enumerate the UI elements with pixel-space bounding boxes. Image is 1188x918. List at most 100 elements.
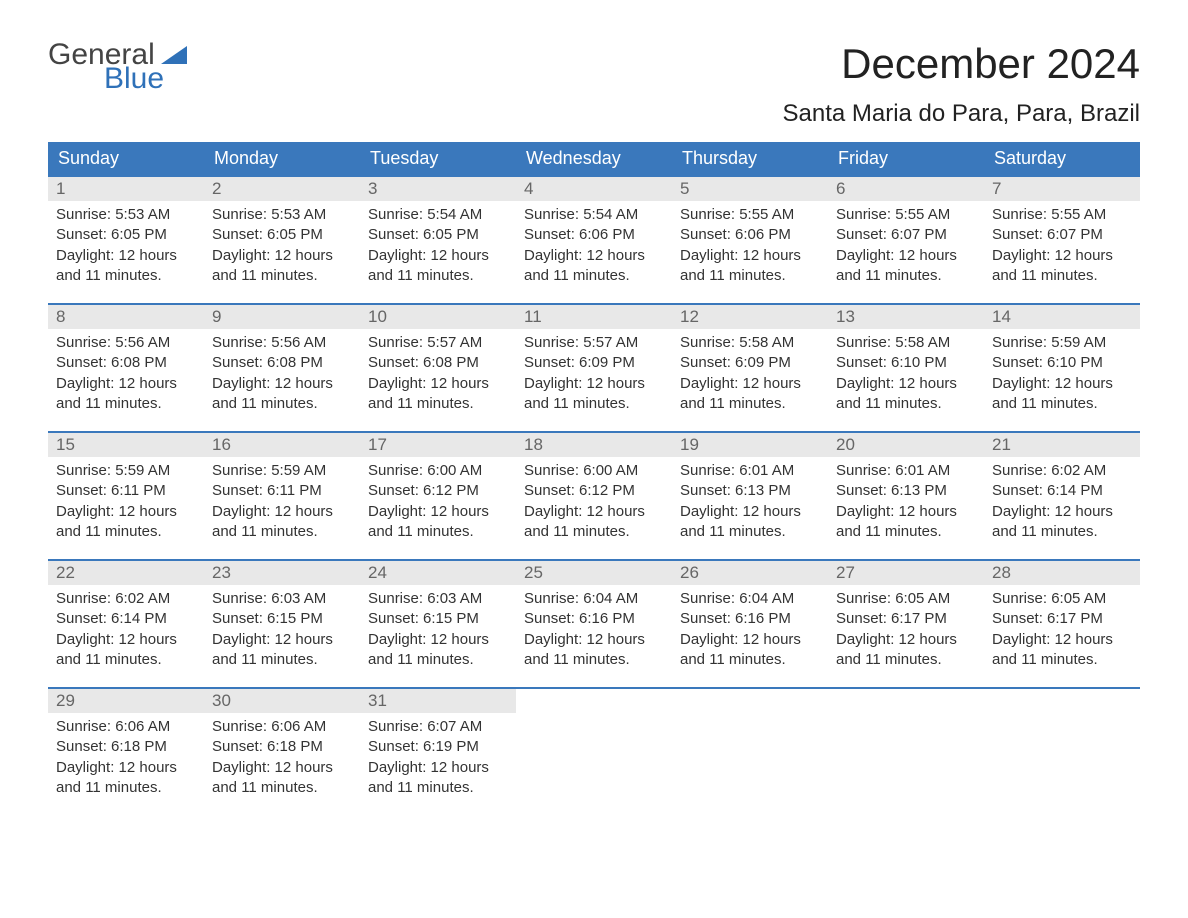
sunset-line: Sunset: 6:05 PM: [368, 225, 508, 245]
daylight-line: Daylight: 12 hours and 11 minutes.: [680, 502, 820, 543]
sunrise-line: Sunrise: 6:03 AM: [212, 589, 352, 609]
calendar-day-cell: 31Sunrise: 6:07 AMSunset: 6:19 PMDayligh…: [360, 688, 516, 816]
calendar-day-cell: 27Sunrise: 6:05 AMSunset: 6:17 PMDayligh…: [828, 560, 984, 688]
sunrise-line: Sunrise: 5:57 AM: [524, 333, 664, 353]
calendar-week-row: 8Sunrise: 5:56 AMSunset: 6:08 PMDaylight…: [48, 304, 1140, 432]
daylight-line: Daylight: 12 hours and 11 minutes.: [680, 630, 820, 671]
day-details: Sunrise: 6:03 AMSunset: 6:15 PMDaylight:…: [204, 585, 360, 684]
calendar-day-cell: 8Sunrise: 5:56 AMSunset: 6:08 PMDaylight…: [48, 304, 204, 432]
calendar-day-cell: 9Sunrise: 5:56 AMSunset: 6:08 PMDaylight…: [204, 304, 360, 432]
daylight-line: Daylight: 12 hours and 11 minutes.: [56, 758, 196, 799]
day-number: 18: [516, 433, 672, 457]
sunrise-line: Sunrise: 5:58 AM: [836, 333, 976, 353]
calendar-week-row: 22Sunrise: 6:02 AMSunset: 6:14 PMDayligh…: [48, 560, 1140, 688]
calendar-day-cell: 28Sunrise: 6:05 AMSunset: 6:17 PMDayligh…: [984, 560, 1140, 688]
sunset-line: Sunset: 6:17 PM: [836, 609, 976, 629]
weekday-header: Thursday: [672, 142, 828, 176]
sunrise-line: Sunrise: 6:02 AM: [56, 589, 196, 609]
daylight-line: Daylight: 12 hours and 11 minutes.: [524, 374, 664, 415]
calendar-day-cell: 14Sunrise: 5:59 AMSunset: 6:10 PMDayligh…: [984, 304, 1140, 432]
daylight-line: Daylight: 12 hours and 11 minutes.: [368, 502, 508, 543]
day-number: 26: [672, 561, 828, 585]
sunset-line: Sunset: 6:13 PM: [680, 481, 820, 501]
day-details: Sunrise: 6:04 AMSunset: 6:16 PMDaylight:…: [672, 585, 828, 684]
calendar-day-cell: 29Sunrise: 6:06 AMSunset: 6:18 PMDayligh…: [48, 688, 204, 816]
sunset-line: Sunset: 6:19 PM: [368, 737, 508, 757]
weekday-header: Monday: [204, 142, 360, 176]
day-number: 7: [984, 177, 1140, 201]
sunset-line: Sunset: 6:10 PM: [992, 353, 1132, 373]
day-details: Sunrise: 6:02 AMSunset: 6:14 PMDaylight:…: [984, 457, 1140, 556]
sunset-line: Sunset: 6:07 PM: [992, 225, 1132, 245]
day-details: Sunrise: 5:56 AMSunset: 6:08 PMDaylight:…: [204, 329, 360, 428]
sunrise-line: Sunrise: 5:57 AM: [368, 333, 508, 353]
sunset-line: Sunset: 6:08 PM: [212, 353, 352, 373]
day-number: 2: [204, 177, 360, 201]
daylight-line: Daylight: 12 hours and 11 minutes.: [680, 374, 820, 415]
daylight-line: Daylight: 12 hours and 11 minutes.: [524, 246, 664, 287]
day-details: Sunrise: 5:53 AMSunset: 6:05 PMDaylight:…: [48, 201, 204, 300]
day-details: Sunrise: 5:56 AMSunset: 6:08 PMDaylight:…: [48, 329, 204, 428]
calendar-week-row: 15Sunrise: 5:59 AMSunset: 6:11 PMDayligh…: [48, 432, 1140, 560]
sunset-line: Sunset: 6:13 PM: [836, 481, 976, 501]
sunrise-line: Sunrise: 5:55 AM: [992, 205, 1132, 225]
calendar-day-cell: 19Sunrise: 6:01 AMSunset: 6:13 PMDayligh…: [672, 432, 828, 560]
sunrise-line: Sunrise: 6:04 AM: [680, 589, 820, 609]
day-number: 8: [48, 305, 204, 329]
sunset-line: Sunset: 6:17 PM: [992, 609, 1132, 629]
page-title: December 2024: [841, 40, 1140, 88]
sunrise-line: Sunrise: 6:06 AM: [56, 717, 196, 737]
day-number: 25: [516, 561, 672, 585]
day-number: 19: [672, 433, 828, 457]
daylight-line: Daylight: 12 hours and 11 minutes.: [212, 374, 352, 415]
daylight-line: Daylight: 12 hours and 11 minutes.: [56, 630, 196, 671]
day-number: 16: [204, 433, 360, 457]
day-details: Sunrise: 5:55 AMSunset: 6:06 PMDaylight:…: [672, 201, 828, 300]
calendar-day-cell: 12Sunrise: 5:58 AMSunset: 6:09 PMDayligh…: [672, 304, 828, 432]
calendar-week-row: 1Sunrise: 5:53 AMSunset: 6:05 PMDaylight…: [48, 176, 1140, 304]
sunset-line: Sunset: 6:09 PM: [680, 353, 820, 373]
day-number: 17: [360, 433, 516, 457]
sunrise-line: Sunrise: 6:01 AM: [836, 461, 976, 481]
daylight-line: Daylight: 12 hours and 11 minutes.: [56, 246, 196, 287]
calendar-day-cell: 4Sunrise: 5:54 AMSunset: 6:06 PMDaylight…: [516, 176, 672, 304]
day-number: 30: [204, 689, 360, 713]
calendar-day-cell: 23Sunrise: 6:03 AMSunset: 6:15 PMDayligh…: [204, 560, 360, 688]
day-number: 5: [672, 177, 828, 201]
day-number: 12: [672, 305, 828, 329]
sunrise-line: Sunrise: 6:06 AM: [212, 717, 352, 737]
daylight-line: Daylight: 12 hours and 11 minutes.: [836, 502, 976, 543]
calendar-day-cell: 15Sunrise: 5:59 AMSunset: 6:11 PMDayligh…: [48, 432, 204, 560]
sunset-line: Sunset: 6:11 PM: [56, 481, 196, 501]
day-details: Sunrise: 5:53 AMSunset: 6:05 PMDaylight:…: [204, 201, 360, 300]
calendar-week-row: 29Sunrise: 6:06 AMSunset: 6:18 PMDayligh…: [48, 688, 1140, 816]
calendar-day-cell: 20 Sunrise: 6:01 AMSunset: 6:13 PMDayligh…: [828, 432, 984, 560]
day-details: Sunrise: 5:59 AMSunset: 6:11 PMDaylight:…: [204, 457, 360, 556]
calendar-day-cell: 13Sunrise: 5:58 AMSunset: 6:10 PMDayligh…: [828, 304, 984, 432]
weekday-header: Tuesday: [360, 142, 516, 176]
sunrise-line: Sunrise: 6:04 AM: [524, 589, 664, 609]
day-details: Sunrise: 6:05 AMSunset: 6:17 PMDaylight:…: [828, 585, 984, 684]
day-details: Sunrise: 6:07 AMSunset: 6:19 PMDaylight:…: [360, 713, 516, 812]
daylight-line: Daylight: 12 hours and 11 minutes.: [524, 630, 664, 671]
weekday-header: Saturday: [984, 142, 1140, 176]
day-number: 20: [828, 433, 984, 457]
sunrise-line: Sunrise: 5:59 AM: [212, 461, 352, 481]
calendar-day-cell: 10Sunrise: 5:57 AMSunset: 6:08 PMDayligh…: [360, 304, 516, 432]
calendar-day-cell: 7Sunrise: 5:55 AMSunset: 6:07 PMDaylight…: [984, 176, 1140, 304]
day-details: Sunrise: 5:54 AMSunset: 6:05 PMDaylight:…: [360, 201, 516, 300]
sunrise-line: Sunrise: 6:00 AM: [368, 461, 508, 481]
calendar-day-cell: 11Sunrise: 5:57 AMSunset: 6:09 PMDayligh…: [516, 304, 672, 432]
daylight-line: Daylight: 12 hours and 11 minutes.: [56, 374, 196, 415]
sunrise-line: Sunrise: 6:07 AM: [368, 717, 508, 737]
sunset-line: Sunset: 6:14 PM: [56, 609, 196, 629]
sunrise-line: Sunrise: 5:54 AM: [368, 205, 508, 225]
calendar-day-cell: [828, 688, 984, 816]
day-number: 22: [48, 561, 204, 585]
sunset-line: Sunset: 6:05 PM: [56, 225, 196, 245]
sunset-line: Sunset: 6:11 PM: [212, 481, 352, 501]
daylight-line: Daylight: 12 hours and 11 minutes.: [212, 502, 352, 543]
daylight-line: Daylight: 12 hours and 11 minutes.: [212, 758, 352, 799]
calendar-day-cell: [516, 688, 672, 816]
day-details: Sunrise: 6:06 AMSunset: 6:18 PMDaylight:…: [204, 713, 360, 812]
